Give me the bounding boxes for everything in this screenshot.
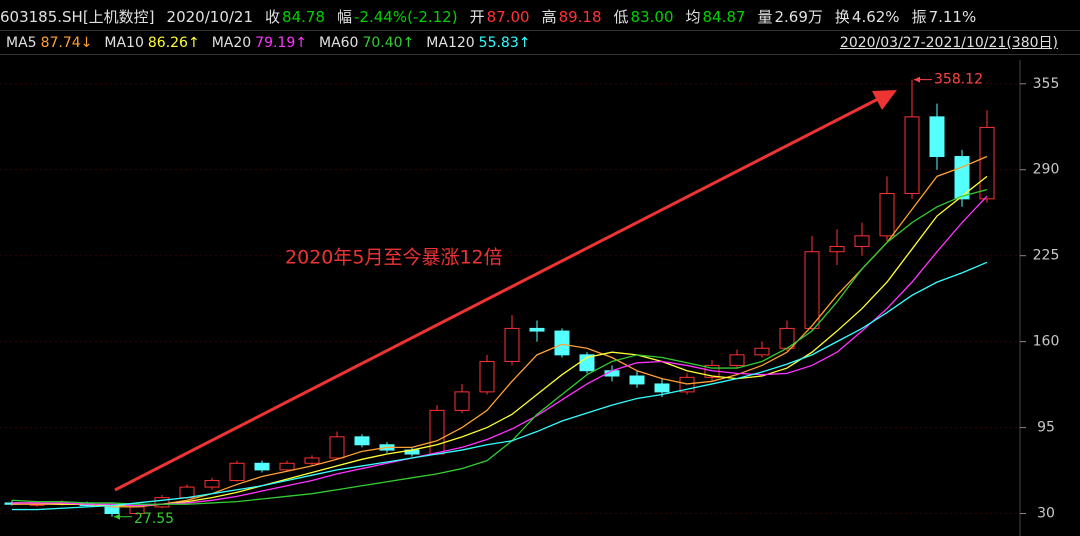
quote-label: 低 bbox=[613, 8, 629, 26]
quote-label: 均 bbox=[685, 8, 701, 26]
candle-body bbox=[554, 330, 570, 356]
quote-value: 2.69万 bbox=[774, 8, 823, 26]
legend-entry: MA5 87.74↓ bbox=[6, 35, 92, 51]
quote-label: 幅 bbox=[336, 8, 352, 26]
quote-item: 均 84.87 bbox=[686, 8, 746, 26]
ma-line bbox=[12, 261, 988, 511]
candle-body bbox=[979, 126, 995, 200]
legend-entry: MA10 86.26↑ bbox=[104, 35, 199, 51]
date-range: 2020/03/27-2021/10/21(380日) bbox=[839, 35, 1058, 51]
legend-value: 79.19↑ bbox=[255, 35, 307, 51]
y-tick-label: 355 bbox=[1033, 76, 1060, 92]
candle-body bbox=[479, 360, 495, 393]
ma-line bbox=[12, 155, 988, 508]
legend-name: MA120 bbox=[426, 35, 475, 51]
quote-value: -2.44%(-2.12) bbox=[354, 8, 458, 26]
quote-value: 89.18 bbox=[558, 8, 602, 26]
candle-body bbox=[804, 251, 820, 329]
min-label: 27.55 bbox=[134, 511, 174, 527]
quote-value: 7.11% bbox=[928, 8, 977, 26]
legend-name: MA60 bbox=[318, 35, 359, 51]
quote-value: 4.62% bbox=[851, 8, 900, 26]
y-tick-label: 95 bbox=[1037, 420, 1055, 436]
y-tick-label: 30 bbox=[1037, 506, 1055, 522]
candle-body bbox=[304, 457, 320, 464]
candle-body bbox=[729, 354, 745, 366]
candle-body bbox=[154, 497, 170, 508]
legend-value: 86.26↑ bbox=[147, 35, 200, 51]
candle-body bbox=[879, 193, 895, 237]
candle-body bbox=[754, 347, 770, 356]
candle-body bbox=[429, 409, 445, 455]
candle-body bbox=[329, 436, 345, 459]
y-tick-label: 290 bbox=[1033, 162, 1060, 178]
candle-body bbox=[654, 383, 670, 393]
candle-body bbox=[454, 391, 470, 411]
candle-body bbox=[279, 462, 295, 471]
candle-body bbox=[504, 327, 520, 362]
quote-item: 幅 -2.44%(-2.12) bbox=[337, 8, 458, 26]
legend-name: MA20 bbox=[211, 35, 252, 51]
legend-entry: MA60 70.40↑ bbox=[319, 35, 414, 51]
legend-name: MA10 bbox=[104, 35, 144, 51]
quote-item: 低 83.00 bbox=[614, 8, 674, 26]
candle-body bbox=[929, 116, 945, 158]
annotation: 2020年5月至今暴涨12倍 bbox=[285, 247, 503, 269]
quote-bar: 603185.SH[上机数控] 2020/10/21 收 84.78 幅 -2.44%(-… bbox=[0, 4, 1080, 31]
max-arrowhead bbox=[914, 76, 920, 83]
legend-value: 55.83↑ bbox=[478, 35, 531, 51]
legend-entry: MA120 55.83↑ bbox=[426, 35, 530, 51]
quote-text: 2020/10/21 bbox=[166, 8, 254, 26]
min-arrowhead bbox=[114, 513, 120, 520]
candle-body bbox=[254, 462, 270, 471]
quote-label: 振 bbox=[911, 8, 927, 26]
ma-legend: MA5 87.74↓ MA10 86.26↑ MA20 79.19↑ MA60 70.40↑ M… bbox=[0, 32, 1080, 55]
trend-arrow bbox=[114, 96, 881, 492]
quote-label: 开 bbox=[469, 8, 485, 26]
quote-label: 换 bbox=[834, 8, 850, 26]
quote-value: 84.78 bbox=[282, 8, 325, 26]
legend-value: 70.40↑ bbox=[362, 35, 415, 51]
ma-line bbox=[12, 175, 988, 507]
y-tick-label: 160 bbox=[1033, 334, 1060, 350]
quote-value: 84.87 bbox=[702, 8, 746, 26]
quote-item: 高 89.18 bbox=[542, 8, 602, 26]
legend-name: MA5 bbox=[6, 35, 37, 51]
candle-body bbox=[204, 479, 220, 488]
quote-value: 83.00 bbox=[630, 8, 674, 26]
quote-item: 开 87.00 bbox=[470, 8, 530, 26]
candle-body bbox=[354, 436, 370, 446]
candle-body bbox=[629, 375, 645, 385]
trend-arrowhead bbox=[872, 90, 897, 110]
quote-item: 量 2.69万 bbox=[757, 8, 822, 26]
max-label: 358.12 bbox=[934, 72, 983, 88]
quote-item: 收 84.78 bbox=[265, 8, 325, 26]
quote-label: 收 bbox=[265, 8, 281, 26]
legend-entry: MA20 79.19↑ bbox=[212, 35, 307, 51]
ma-line bbox=[11, 188, 988, 505]
quote-value: 87.00 bbox=[486, 8, 530, 26]
quote-label: 量 bbox=[757, 8, 773, 26]
candle-body bbox=[529, 327, 545, 332]
quote-item: 换 4.62% bbox=[835, 8, 900, 26]
quote-label: 高 bbox=[541, 8, 557, 26]
quote-text: 603185.SH[上机数控] bbox=[0, 8, 155, 26]
quote-item: 振 7.11% bbox=[912, 8, 977, 26]
candle-body bbox=[229, 462, 245, 481]
candle-body bbox=[179, 486, 195, 499]
legend-value: 87.74↓ bbox=[40, 35, 93, 51]
candle-body bbox=[829, 245, 845, 253]
candle-body bbox=[954, 156, 970, 200]
candle-body bbox=[904, 116, 920, 195]
candle-body bbox=[854, 235, 870, 247]
y-tick-label: 225 bbox=[1033, 248, 1060, 264]
ma-line bbox=[12, 195, 988, 507]
